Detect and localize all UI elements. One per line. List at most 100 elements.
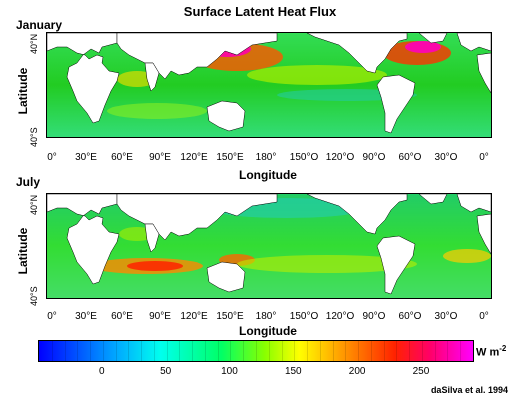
colorbar-segment-divider [115,341,117,361]
lon-tick: 60°E [111,311,133,322]
australia [206,261,246,293]
colorbar-unit: W m-2 [476,344,506,359]
lon-ticks-january: 0° 30°E 60°E 90°E 120°E 150°E 180° 150°O… [46,152,490,164]
colorbar-segment-divider [345,341,347,361]
lon-tick: 30°E [75,152,97,163]
lon-tick: 120°E [180,152,208,163]
colorbar-segment-divider [383,341,385,361]
lon-tick: 0° [47,311,57,322]
colorbar-segment-divider [294,341,296,361]
lon-ticks-july: 0° 30°E 60°E 90°E 120°E 150°E 180° 150°O… [46,311,490,323]
colorbar-segment-divider [370,341,372,361]
colorbar-segment-divider [166,341,168,361]
lon-tick: 150°O [289,152,319,163]
colorbar-segment-divider [434,341,436,361]
australia [206,100,246,132]
colorbar [38,340,474,362]
colorbar-tick-label: 0 [99,366,105,377]
trade-wind-band-n [247,65,387,85]
colorbar-segment-divider [268,341,270,361]
lon-tick: 180° [255,311,277,322]
greenland [418,194,448,205]
lon-tick: 90°E [149,152,171,163]
lon-tick: 60°E [111,152,133,163]
colorbar-segment-divider [192,341,194,361]
colorbar-segment-divider [51,341,53,361]
colorbar-segment-divider [128,341,130,361]
colorbar-segment-divider [307,341,309,361]
colorbar-segment-divider [102,341,104,361]
colorbar-segment-divider [319,341,321,361]
panel-label-july: July [16,175,41,189]
map-panel-july [46,193,492,299]
lon-tick: 120°O [325,152,355,163]
lon-tick: 0° [47,152,57,163]
source-credit: daSilva et al. 1994 [430,385,508,395]
colorbar-segment-divider [77,341,79,361]
s-america [376,235,416,295]
lon-tick: 90°O [362,311,386,322]
lat-tick-40n: 40°N [29,194,39,215]
continents [47,194,491,295]
continents [47,33,491,134]
colorbar-segment-divider [256,341,257,361]
map-panel-january [46,32,492,138]
panel-label-january: January [16,18,63,32]
lat-tick-40s: 40°S [29,286,39,306]
s-pacific-band [237,255,417,273]
asia [116,194,278,241]
europe-africa [47,194,120,285]
colorbar-segment-divider [90,341,92,361]
colorbar-segment-divider [332,341,334,361]
colorbar-tick-label: 100 [221,366,238,377]
lon-tick: 30°O [434,311,458,322]
colorbar-tick-label: 50 [160,366,172,377]
india [144,62,160,92]
s-america [376,74,416,134]
lat-tick-40n: 40°N [29,33,39,54]
lon-tick: 120°O [325,311,355,322]
lon-tick: 150°E [216,152,244,163]
x-axis-title-july: Longitude [239,324,297,338]
colorbar-segment-divider [179,341,181,361]
figure-title: Surface Latent Heat Flux [183,4,337,19]
colorbar-tick-label: 250 [412,366,430,377]
s-indian-core [127,261,183,271]
lon-tick: 150°E [216,311,244,322]
lon-tick: 0° [479,152,489,163]
y-axis-title-january: Latitude [16,67,30,115]
europe-right [456,194,491,213]
colorbar-segment-divider [460,341,462,361]
colorbar-segment-divider [141,341,143,361]
india [144,223,160,253]
colorbar-tick-label: 200 [348,366,366,377]
africa-right [476,213,491,255]
greenland [418,33,448,44]
colorbar-segment-divider [243,341,245,361]
lon-tick: 150°O [289,311,319,322]
s-atlantic-band [443,249,491,263]
colorbar-segment-divider [230,341,232,361]
lon-tick: 30°O [434,152,458,163]
lon-tick: 90°O [362,152,386,163]
colorbar-segment-divider [204,341,206,361]
colorbar-segment-divider [217,341,219,361]
colorbar-segment-divider [358,341,360,361]
lon-tick: 90°E [149,311,171,322]
colorbar-segment-divider [281,341,283,361]
europe-africa [47,33,120,124]
lat-tick-40s: 40°S [29,127,39,147]
n-america [306,194,408,235]
colorbar-segment-divider [447,341,449,361]
lon-tick: 60°O [398,311,422,322]
unit-exponent: -2 [499,344,507,353]
n-america [306,33,408,74]
y-axis-title-july: Latitude [16,227,30,275]
lon-tick: 0° [479,311,489,322]
colorbar-segment-divider [64,341,66,361]
asia [116,33,278,80]
unit-main: W m [476,346,500,359]
colorbar-segment-divider [153,341,155,361]
africa-right [476,52,491,94]
lon-tick: 30°E [75,311,97,322]
